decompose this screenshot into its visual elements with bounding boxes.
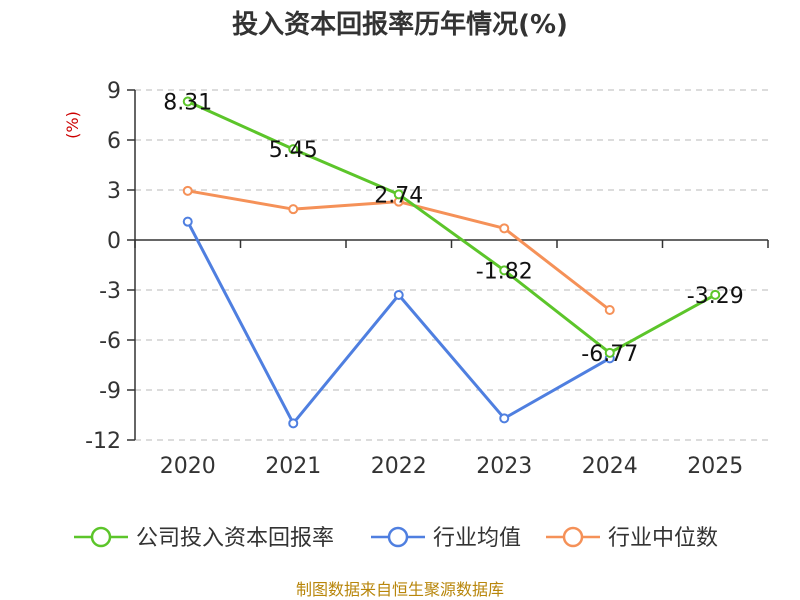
data-label: 5.45	[269, 138, 318, 163]
grid-layer	[135, 89, 768, 441]
data-point	[182, 216, 193, 227]
legend-marker	[387, 526, 409, 548]
y-tick-label: -9	[99, 379, 121, 404]
legend-marker	[90, 526, 112, 548]
series-line-1	[186, 220, 611, 425]
data-point	[604, 347, 615, 358]
y-tick-label: 0	[107, 229, 121, 254]
y-tick-label: 3	[107, 179, 121, 204]
y-tick-label: 6	[107, 129, 121, 154]
x-tick-label: 2023	[476, 454, 532, 479]
source-note: 制图数据来自恒生聚源数据库	[296, 580, 504, 599]
data-point	[393, 189, 404, 200]
data-label: -3.29	[687, 284, 744, 309]
data-point	[288, 204, 299, 215]
legend-marker	[562, 526, 584, 548]
chart-title: 投入资本回报率历年情况(%)	[232, 9, 568, 40]
data-point	[710, 289, 721, 300]
x-tick-label: 2020	[160, 454, 216, 479]
series-line-0	[187, 100, 716, 355]
data-label-layer: 8.31 5.45 2.74 -1.82 -6.77 -3.29	[163, 91, 743, 367]
x-tick-label: 2022	[371, 454, 427, 479]
y-tick-label: -12	[85, 429, 121, 454]
x-tick-label: 2024	[582, 454, 638, 479]
data-label: -1.82	[476, 259, 533, 284]
data-point	[499, 413, 510, 424]
data-label: 2.74	[374, 183, 423, 208]
x-tick-label: 2021	[265, 454, 321, 479]
legend-label: 公司投入资本回报率	[136, 526, 334, 551]
y-tick-label: -3	[99, 279, 121, 304]
legend: 公司投入资本回报率 行业均值 行业中位数	[74, 526, 718, 551]
data-point	[604, 305, 615, 315]
data-point	[499, 265, 510, 276]
legend-label: 行业中位数	[608, 526, 718, 551]
legend-label: 行业均值	[433, 526, 521, 551]
y-tick-label: -6	[99, 329, 121, 354]
data-point	[182, 185, 193, 196]
data-point	[288, 144, 299, 155]
axis-layer: 9 6 3 0 -3 -6 -9 -12 2020 2021 2022 2023 2024 2025	[85, 79, 769, 479]
data-point	[393, 290, 404, 300]
x-tick-label: 2025	[687, 454, 743, 479]
y-axis-label: (%)	[63, 111, 82, 139]
data-point	[499, 223, 510, 234]
data-label: 8.31	[163, 91, 212, 116]
y-tick-label: 9	[107, 79, 121, 104]
data-point	[182, 96, 193, 107]
data-point	[288, 418, 299, 429]
series-layer	[182, 96, 721, 429]
data-label: -6.77	[581, 342, 638, 367]
